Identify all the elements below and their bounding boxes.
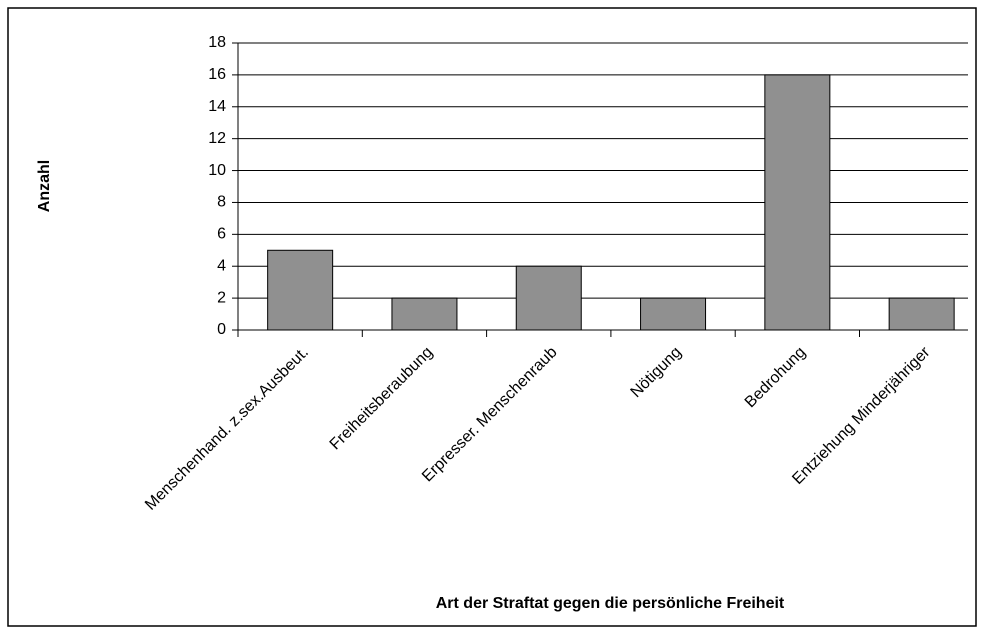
y-tick-label: 12 bbox=[208, 130, 226, 147]
y-tick-label: 8 bbox=[217, 194, 226, 211]
chart-frame bbox=[7, 7, 977, 627]
x-axis-label: Art der Straftat gegen die persönliche F… bbox=[436, 595, 785, 612]
bar bbox=[888, 297, 955, 331]
bar bbox=[764, 74, 831, 331]
bar bbox=[391, 297, 458, 331]
y-tick-label: 2 bbox=[217, 289, 226, 306]
y-tick-label: 18 bbox=[208, 34, 226, 51]
y-tick-label: 14 bbox=[208, 98, 226, 115]
y-axis-label: Anzahl bbox=[36, 160, 53, 212]
bar bbox=[267, 249, 334, 331]
y-tick-label: 6 bbox=[217, 226, 226, 243]
bar bbox=[515, 265, 582, 331]
bar bbox=[640, 297, 707, 331]
y-tick-label: 10 bbox=[208, 162, 226, 179]
y-tick-label: 16 bbox=[208, 66, 226, 83]
y-tick-label: 0 bbox=[217, 321, 226, 338]
y-tick-label: 4 bbox=[217, 257, 226, 274]
